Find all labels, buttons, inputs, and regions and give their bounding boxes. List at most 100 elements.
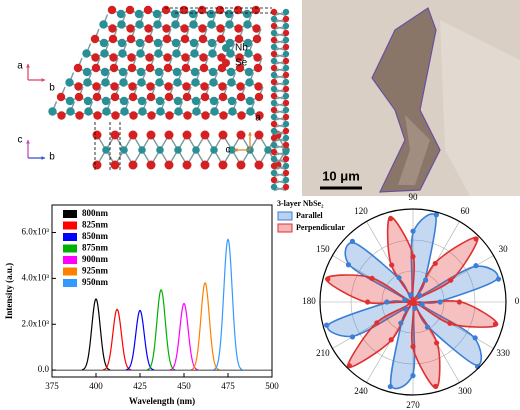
legend-label: 850nm [82,231,109,241]
atom [208,67,218,77]
legend-label: 900nm [82,254,109,264]
atom [128,82,137,91]
atom [218,130,228,140]
atom [219,111,228,120]
atom [108,24,117,33]
polar-point [349,334,356,340]
y-tick-label: 6.0x10³ [22,227,50,237]
atom [270,127,278,135]
atom [216,24,225,33]
atom [242,9,252,19]
theta-tick-label: 60 [461,206,471,216]
atom [282,176,290,184]
atom [182,160,192,170]
atom [189,20,198,29]
atom [270,50,278,58]
atom [82,49,91,58]
atom [155,96,165,106]
atom [92,82,101,91]
atom [102,146,110,154]
polar-point [417,292,423,298]
atom [227,96,237,106]
polar-point [398,320,404,326]
atom [198,34,208,44]
atom [245,96,255,106]
atom [236,82,245,91]
theta-tick-label: 90 [409,192,419,202]
atom [153,20,162,29]
atom [282,36,290,44]
atom [270,113,278,121]
atom [138,146,146,154]
atom [252,24,261,33]
polar-point [412,305,418,312]
atom [117,38,127,48]
atom [270,176,278,184]
atom [143,5,153,15]
atom [145,63,155,73]
atom [156,146,164,154]
atom [282,169,290,177]
atom [270,8,278,16]
atom [170,9,180,19]
atom [270,36,278,44]
atom [165,111,174,120]
x-tick-label: 500 [265,381,279,391]
atom [92,160,102,170]
x-axis-title: Wavelength (nm) [129,396,195,406]
crystal-structure: Nb Se a b c b a c [17,5,290,192]
theta-tick-label: 330 [496,348,510,358]
atom [117,20,126,29]
atom [270,85,278,93]
atom [84,107,93,116]
atom [199,53,208,62]
atom [155,78,164,87]
legend-swatch [63,221,77,230]
atom [218,160,228,170]
atom [110,130,120,140]
atom [236,92,246,102]
legend-label: Parallel [296,211,323,220]
atom [145,53,154,62]
arrow-head [248,132,252,136]
atom [209,78,218,87]
x-tick-label: 425 [133,381,147,391]
legend-atom [222,59,230,67]
atom [100,49,109,58]
atom [209,96,219,106]
atom [182,92,192,102]
atom [127,53,136,62]
atom [270,78,278,86]
atom [253,53,262,62]
atom [171,38,181,48]
atom [270,183,278,191]
axis-label: c [18,135,23,146]
atom [218,92,228,102]
legend-swatch [63,267,77,276]
atom [270,15,278,23]
polar-point [492,321,499,327]
atom [146,82,155,91]
atom [189,38,199,48]
atom [146,160,156,170]
atom [282,148,290,156]
atom [270,148,278,156]
atom [270,162,278,170]
atom [172,49,181,58]
atom [236,130,246,140]
flake-terrace [398,115,430,185]
theta-tick-label: 210 [316,348,330,358]
theta-tick-label: 30 [499,244,509,254]
atom [101,78,110,87]
atom [144,24,153,33]
atom [57,111,66,120]
atom [111,111,120,120]
atom [153,38,163,48]
atom [252,34,262,44]
atom [181,63,191,73]
atom [235,53,244,62]
atom [197,5,207,15]
atom [282,8,290,16]
atom [244,49,253,58]
axis-label: a [17,61,23,72]
